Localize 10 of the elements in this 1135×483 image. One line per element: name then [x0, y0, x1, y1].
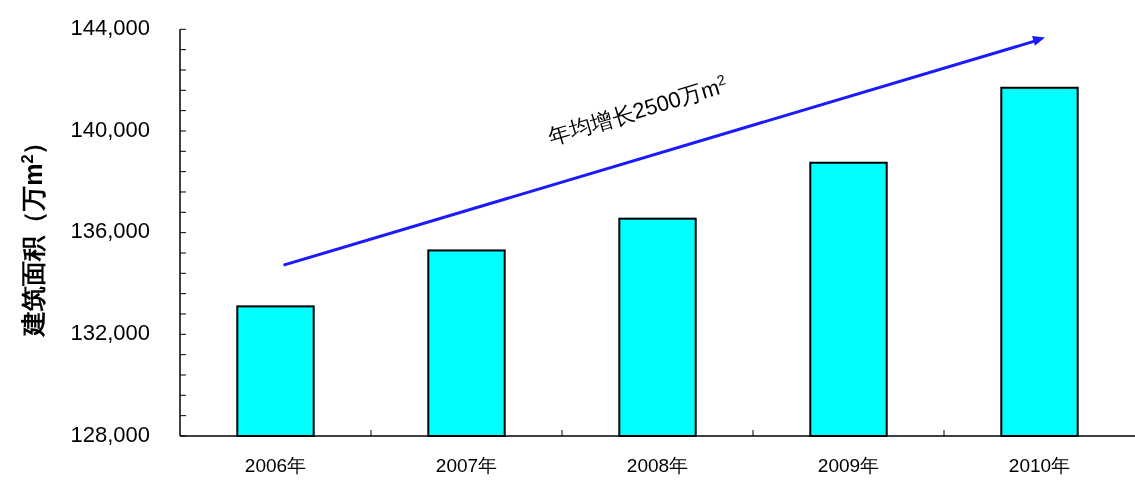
x-tick-label: 2008年 — [626, 455, 689, 476]
y-tick-label: 140,000 — [70, 116, 150, 142]
y-tick-label: 136,000 — [70, 218, 150, 244]
x-tick-label: 2010年 — [1008, 455, 1071, 476]
x-tick-label: 2007年 — [435, 455, 498, 476]
y-tick-label: 132,000 — [70, 320, 150, 346]
x-tick-label: 2006年 — [244, 455, 307, 476]
y-tick-label: 128,000 — [70, 421, 150, 447]
y-tick-label: 144,000 — [70, 15, 150, 41]
x-tick-label: 2009年 — [817, 455, 880, 476]
